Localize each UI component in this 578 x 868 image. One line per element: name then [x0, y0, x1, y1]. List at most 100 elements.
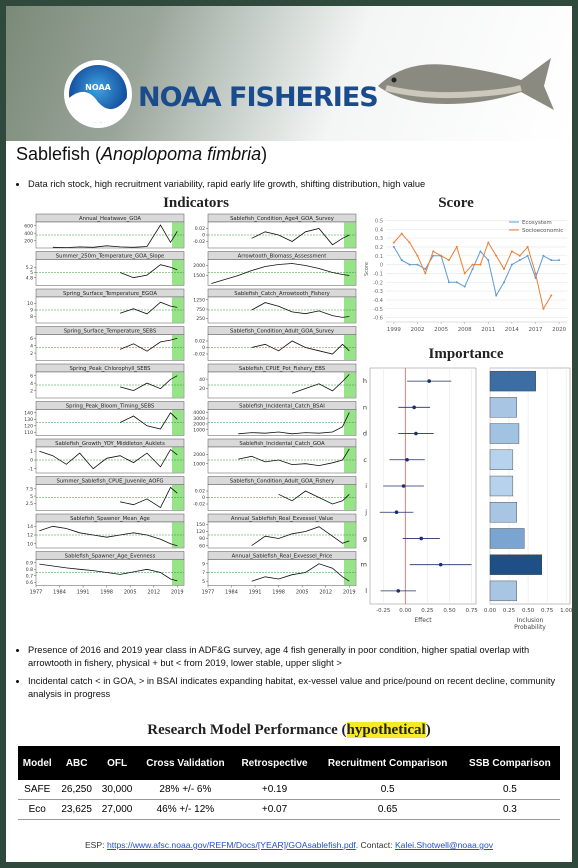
category-label: h: [363, 377, 367, 385]
category-label: l: [365, 587, 367, 595]
logo-text: NOAA: [85, 83, 111, 92]
point: [503, 281, 505, 283]
bullet: Incidental catch < in GOA, > in BSAI ind…: [28, 675, 570, 701]
panel-title: Sablefish_Catch_Arrowtooth_Fishery: [234, 291, 330, 297]
y-tick-label: 0: [202, 345, 205, 351]
table-cell: 0.65: [316, 800, 460, 820]
y-tick-label: 2000: [193, 263, 205, 269]
y-tick-label: 7.5: [26, 487, 33, 493]
x-tick-label: 0.25: [503, 608, 516, 614]
panel-title: Annual_Sablefish_Real_Exvessel_Price: [232, 554, 333, 560]
panel-title: Sablefish_Incidental_Catch_BSAI: [239, 404, 325, 410]
y-tick-label: 110: [24, 430, 33, 436]
y-tick-label: 20: [199, 386, 205, 392]
y-tick-label: -0.02: [193, 502, 205, 508]
esp-link[interactable]: https://www.afsc.noaa.gov/REFM/Docs/[YEA…: [107, 840, 356, 850]
bar: [490, 397, 517, 417]
y-tick-label: 140: [24, 410, 33, 416]
column-header: ABC: [56, 746, 96, 780]
x-tick-label: 2012: [319, 590, 332, 596]
table-cell: 30,000: [97, 780, 137, 800]
x-axis-label: InclusionProbability: [514, 617, 546, 631]
effect-dot: [412, 406, 416, 410]
score-chart: 0.50.40.30.20.10-0.1-0.2-0.3-0.4-0.5-0.6…: [362, 210, 572, 342]
footer: ESP: https://www.afsc.noaa.gov/REFM/Docs…: [6, 840, 572, 850]
y-tick-label: -0.1: [373, 271, 383, 277]
y-tick-label: 130: [24, 417, 33, 423]
y-tick-label: 5: [30, 270, 33, 276]
x-tick-label: 1977: [30, 590, 43, 596]
category-label: g: [363, 534, 367, 542]
point: [401, 233, 403, 235]
y-tick-label: 8: [30, 314, 33, 320]
point: [401, 259, 403, 261]
bar: [490, 476, 513, 496]
point: [542, 255, 544, 257]
category-label: n: [363, 403, 367, 411]
category-label: m: [361, 561, 367, 569]
email-link[interactable]: Kalei.Shotwell@noaa.gov: [395, 840, 493, 850]
y-tick-label: 9: [30, 308, 33, 314]
category-label: i: [365, 482, 367, 490]
heading: Importance: [396, 346, 536, 363]
point: [472, 268, 474, 270]
y-tick-label: 120: [196, 529, 205, 535]
point: [432, 250, 434, 252]
y-tick-label: 5: [202, 579, 205, 585]
y-tick-label: 4.8: [26, 275, 33, 281]
x-tick-label: 2008: [458, 327, 472, 333]
y-tick-label: 5: [30, 494, 33, 500]
table-cell: 26,250: [56, 780, 96, 800]
y-tick-label: 4: [30, 381, 33, 387]
bullet-list: Presence of 2016 and 2019 year class in …: [10, 644, 570, 706]
y-tick-label: 0: [202, 233, 205, 239]
y-tick-label: 1000: [193, 427, 205, 433]
y-tick-label: 120: [24, 423, 33, 429]
panel-title: Spring_Peak_Chlorophyll_SEBS: [69, 366, 151, 372]
y-tick-label: 400: [24, 231, 33, 237]
footer-label: ESP:: [85, 840, 107, 850]
bullet: Data rich stock, high recruitment variab…: [28, 178, 570, 191]
point: [535, 272, 537, 274]
point: [440, 255, 442, 257]
table-row: Eco23,62527,00046% +/- 12%+0.070.650.3: [18, 800, 560, 820]
y-tick-label: 0.9: [26, 560, 33, 566]
effect-dot: [419, 537, 423, 541]
y-tick-label: -0.2: [373, 280, 383, 286]
y-tick-label: 2: [30, 388, 33, 394]
header-art: NOAA NOAA FISHERIES: [6, 6, 572, 141]
point: [495, 255, 497, 257]
effect-dot: [396, 589, 400, 593]
point: [416, 255, 418, 257]
x-tick-label: 0.75: [541, 608, 554, 614]
bar: [490, 528, 524, 548]
y-tick-label: 0.8: [26, 567, 33, 573]
point: [550, 295, 552, 297]
x-tick-label: 1991: [77, 590, 90, 596]
point: [393, 246, 395, 248]
y-tick-label: 6: [30, 336, 33, 342]
panel-title: Sablefish_Incidental_Catch_GOA: [239, 441, 325, 447]
column-header: Retrospective: [234, 746, 316, 780]
point: [527, 246, 529, 248]
x-tick-label: 2019: [343, 590, 356, 596]
column-header: Cross Validation: [137, 746, 233, 780]
y-tick-label: 250: [196, 316, 205, 322]
y-tick-label: 0.4: [375, 227, 383, 233]
table-header: ModelABCOFLCross ValidationRetrospective…: [18, 746, 560, 780]
bar: [490, 424, 519, 444]
point: [503, 268, 505, 270]
table-cell: 28% +/- 6%: [137, 780, 233, 800]
table-title-highlight: hypothetical: [347, 722, 426, 738]
y-tick-label: 0.02: [195, 226, 205, 232]
panel-title: Arrowtooth_Biomass_Assessment: [238, 254, 327, 260]
y-tick-label: 3000: [193, 416, 205, 422]
y-tick-label: 0.2: [375, 245, 383, 251]
point: [487, 259, 489, 261]
table-cell: +0.19: [234, 780, 316, 800]
x-tick-label: 2012: [147, 590, 160, 596]
y-tick-label: 60: [199, 543, 205, 549]
y-tick-label: -0.5: [373, 307, 383, 313]
